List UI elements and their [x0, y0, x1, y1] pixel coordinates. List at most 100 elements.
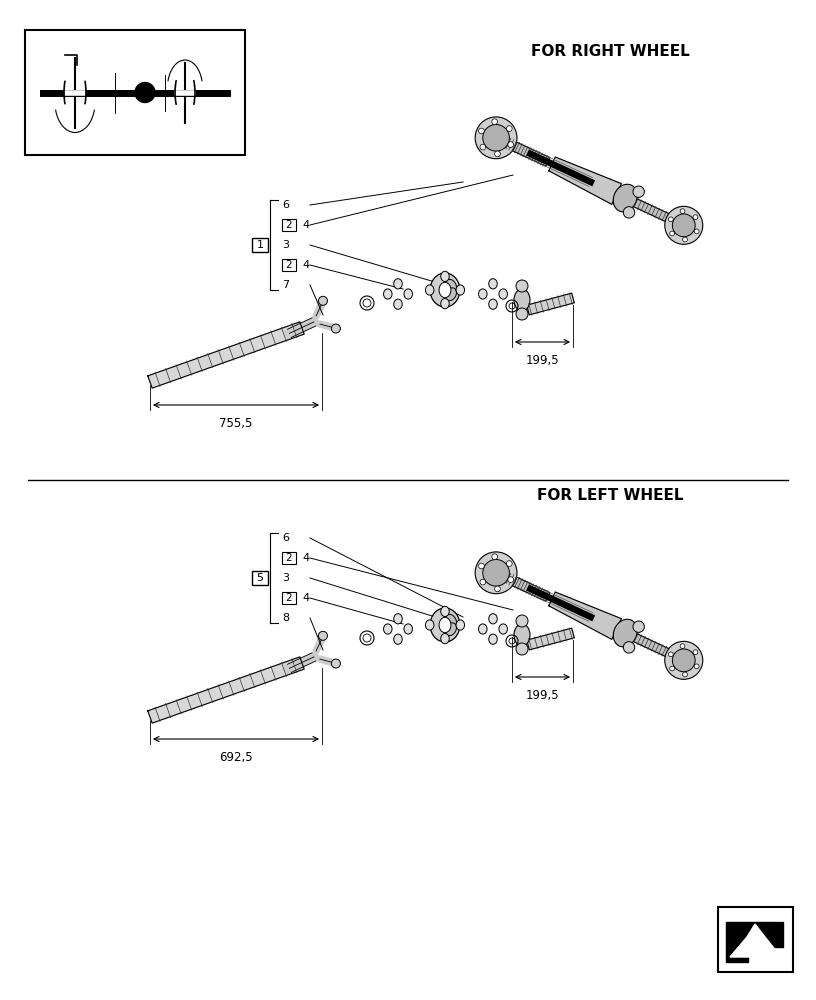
Circle shape	[508, 142, 513, 147]
Circle shape	[508, 577, 513, 582]
Ellipse shape	[489, 614, 497, 624]
Circle shape	[633, 186, 645, 197]
Ellipse shape	[384, 624, 392, 634]
Circle shape	[681, 644, 685, 649]
Circle shape	[480, 144, 486, 150]
Circle shape	[665, 641, 703, 679]
Circle shape	[318, 296, 327, 305]
Circle shape	[670, 231, 675, 236]
Ellipse shape	[446, 279, 456, 292]
Text: 199,5: 199,5	[526, 689, 559, 702]
Ellipse shape	[446, 614, 456, 627]
Circle shape	[331, 324, 340, 333]
Text: 692,5: 692,5	[220, 751, 253, 764]
Circle shape	[475, 117, 517, 159]
Ellipse shape	[404, 624, 412, 634]
Circle shape	[683, 672, 687, 677]
Circle shape	[670, 666, 675, 671]
Text: 4: 4	[302, 553, 309, 563]
Ellipse shape	[446, 623, 456, 636]
Ellipse shape	[478, 624, 487, 634]
Circle shape	[494, 151, 500, 157]
Bar	[282, 552, 296, 564]
Text: 6: 6	[282, 533, 289, 543]
Text: 3: 3	[282, 573, 289, 583]
Ellipse shape	[456, 620, 464, 630]
Text: 4: 4	[302, 260, 309, 270]
Ellipse shape	[394, 614, 402, 624]
Ellipse shape	[394, 299, 402, 309]
Ellipse shape	[499, 289, 508, 299]
Ellipse shape	[441, 271, 450, 282]
Circle shape	[516, 308, 528, 320]
Ellipse shape	[425, 620, 434, 630]
Circle shape	[693, 650, 698, 655]
Ellipse shape	[614, 184, 637, 212]
Bar	[282, 219, 296, 231]
Circle shape	[480, 579, 486, 585]
Text: 2: 2	[286, 260, 292, 270]
Text: 4: 4	[302, 593, 309, 603]
Bar	[252, 571, 268, 585]
Circle shape	[475, 552, 517, 594]
Ellipse shape	[430, 608, 460, 642]
Circle shape	[694, 229, 699, 234]
Circle shape	[516, 280, 528, 292]
Polygon shape	[526, 293, 574, 315]
Ellipse shape	[404, 289, 412, 299]
Ellipse shape	[514, 624, 530, 646]
Text: 3: 3	[282, 240, 289, 250]
Text: 2: 2	[286, 593, 292, 603]
Bar	[282, 259, 296, 271]
Circle shape	[479, 128, 484, 134]
Ellipse shape	[441, 606, 450, 616]
Circle shape	[683, 237, 687, 242]
Bar	[718, 907, 793, 972]
Circle shape	[479, 563, 484, 569]
Ellipse shape	[446, 288, 456, 301]
Ellipse shape	[441, 634, 450, 644]
Ellipse shape	[384, 289, 392, 299]
Circle shape	[672, 214, 695, 237]
Circle shape	[331, 659, 340, 668]
Text: FOR LEFT WHEEL: FOR LEFT WHEEL	[537, 488, 683, 502]
Ellipse shape	[456, 285, 464, 295]
Ellipse shape	[489, 299, 497, 309]
Circle shape	[492, 554, 498, 560]
Circle shape	[665, 206, 703, 244]
Circle shape	[318, 631, 327, 640]
Polygon shape	[726, 922, 783, 962]
Text: 5: 5	[256, 573, 264, 583]
Text: 755,5: 755,5	[220, 417, 253, 430]
Circle shape	[516, 643, 528, 655]
Text: 6: 6	[282, 200, 289, 210]
Text: 2: 2	[286, 553, 292, 563]
Ellipse shape	[499, 624, 508, 634]
Text: 1: 1	[256, 240, 264, 250]
Polygon shape	[499, 136, 550, 166]
Circle shape	[483, 125, 509, 151]
Polygon shape	[632, 633, 679, 661]
Circle shape	[135, 83, 155, 103]
Text: 4: 4	[302, 220, 309, 230]
Circle shape	[507, 126, 512, 131]
Polygon shape	[549, 592, 622, 639]
Circle shape	[494, 586, 500, 592]
Ellipse shape	[489, 279, 497, 289]
Circle shape	[492, 119, 498, 125]
Circle shape	[672, 649, 695, 672]
Polygon shape	[730, 924, 781, 957]
Bar	[25, 30, 245, 155]
Circle shape	[693, 215, 698, 220]
Polygon shape	[549, 157, 622, 204]
Ellipse shape	[441, 298, 450, 309]
Polygon shape	[526, 628, 574, 650]
Text: 199,5: 199,5	[526, 354, 559, 367]
Circle shape	[483, 560, 509, 586]
Circle shape	[623, 642, 635, 653]
Ellipse shape	[394, 634, 402, 644]
Ellipse shape	[489, 634, 497, 644]
Text: 7: 7	[282, 280, 289, 290]
Bar	[252, 238, 268, 252]
Polygon shape	[632, 198, 679, 226]
